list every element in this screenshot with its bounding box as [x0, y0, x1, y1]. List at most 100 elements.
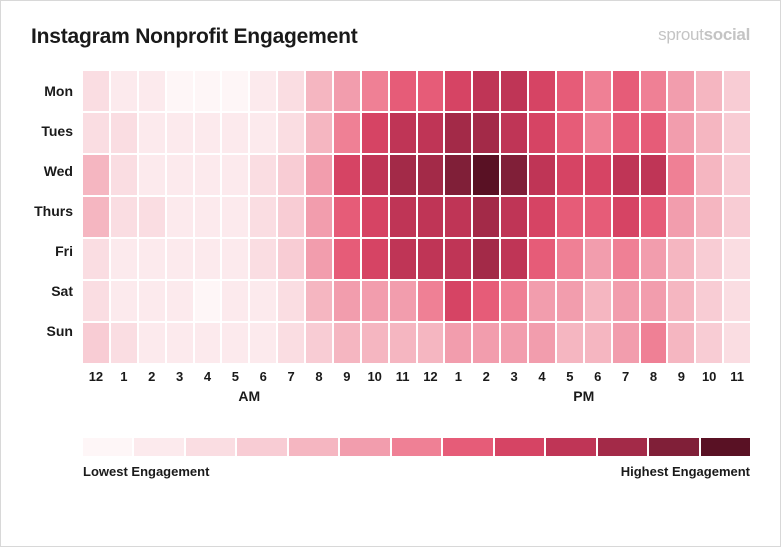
- heatmap-cell: [445, 323, 471, 363]
- x-label: 6: [585, 369, 611, 384]
- heatmap-cell: [362, 239, 388, 279]
- heatmap-cell: [278, 71, 304, 111]
- heatmap-cell: [445, 281, 471, 321]
- heatmap-cell: [418, 281, 444, 321]
- heatmap-cell: [390, 71, 416, 111]
- heatmap-cell: [222, 113, 248, 153]
- heatmap-cell: [473, 113, 499, 153]
- heatmap-cell: [668, 113, 694, 153]
- heatmap-cell: [585, 239, 611, 279]
- brand-logo: sproutsocial: [658, 25, 750, 45]
- x-label: 4: [529, 369, 555, 384]
- x-label: 7: [613, 369, 639, 384]
- heatmap-cell: [418, 197, 444, 237]
- heatmap-cell: [83, 239, 109, 279]
- heatmap-cell: [557, 281, 583, 321]
- heatmap-cell: [390, 323, 416, 363]
- legend-low-label: Lowest Engagement: [83, 464, 209, 479]
- heatmap-cell: [529, 113, 555, 153]
- heatmap-cell: [557, 113, 583, 153]
- legend-swatch: [598, 438, 647, 456]
- heatmap-cell: [390, 281, 416, 321]
- heatmap-cell: [585, 155, 611, 195]
- heatmap-cell: [668, 281, 694, 321]
- heatmap-cell: [278, 155, 304, 195]
- heatmap-cell: [529, 71, 555, 111]
- x-label: 3: [501, 369, 527, 384]
- heatmap-cell: [83, 113, 109, 153]
- heatmap-cell: [250, 71, 276, 111]
- heatmap-cell: [139, 113, 165, 153]
- heatmap-cell: [334, 239, 360, 279]
- x-label: 12: [83, 369, 109, 384]
- heatmap-cell: [585, 323, 611, 363]
- heatmap-cell: [641, 71, 667, 111]
- heatmap-cell: [613, 323, 639, 363]
- heatmap-cell: [696, 197, 722, 237]
- heatmap-cell: [250, 239, 276, 279]
- heatmap-cell: [250, 323, 276, 363]
- heatmap: MonTuesWedThursFriSatSun: [31, 71, 750, 363]
- heatmap-cell: [306, 155, 332, 195]
- heatmap-cell: [501, 281, 527, 321]
- heatmap-cell: [501, 197, 527, 237]
- heatmap-cell: [111, 239, 137, 279]
- heatmap-cell: [250, 155, 276, 195]
- heatmap-cell: [139, 71, 165, 111]
- heatmap-cell: [724, 71, 750, 111]
- heatmap-cell: [529, 239, 555, 279]
- heatmap-cell: [473, 197, 499, 237]
- heatmap-cell: [501, 155, 527, 195]
- heatmap-cell: [418, 113, 444, 153]
- axis-spacer: [31, 369, 83, 384]
- heatmap-cell: [641, 113, 667, 153]
- heatmap-cell: [139, 239, 165, 279]
- x-label: 10: [696, 369, 722, 384]
- period-am: AM: [83, 388, 416, 404]
- heatmap-cell: [362, 197, 388, 237]
- legend-swatch: [237, 438, 286, 456]
- heatmap-cell: [641, 197, 667, 237]
- heatmap-cell: [445, 113, 471, 153]
- heatmap-cell: [334, 197, 360, 237]
- legend-swatch: [443, 438, 492, 456]
- heatmap-cell: [724, 113, 750, 153]
- x-label: 8: [306, 369, 332, 384]
- y-label: Sat: [31, 271, 83, 311]
- legend-swatch: [392, 438, 441, 456]
- heatmap-cell: [278, 323, 304, 363]
- heatmap-cell: [195, 239, 221, 279]
- legend-labels: Lowest Engagement Highest Engagement: [83, 464, 750, 479]
- heatmap-cell: [641, 155, 667, 195]
- heatmap-cell: [473, 281, 499, 321]
- heatmap-cell: [668, 197, 694, 237]
- heatmap-cell: [83, 197, 109, 237]
- heatmap-cell: [418, 155, 444, 195]
- heatmap-cell: [111, 155, 137, 195]
- heatmap-cell: [724, 197, 750, 237]
- legend-high-label: Highest Engagement: [621, 464, 750, 479]
- heatmap-cell: [83, 281, 109, 321]
- heatmap-cell: [139, 281, 165, 321]
- heatmap-cell: [362, 281, 388, 321]
- heatmap-cell: [696, 113, 722, 153]
- x-axis-labels: 121234567891011121234567891011: [83, 369, 750, 384]
- legend: Lowest Engagement Highest Engagement: [83, 438, 750, 479]
- heatmap-cell: [529, 281, 555, 321]
- heatmap-cell: [445, 197, 471, 237]
- heatmap-cell: [418, 71, 444, 111]
- heatmap-cell: [306, 281, 332, 321]
- heatmap-cell: [696, 323, 722, 363]
- heatmap-cell: [613, 113, 639, 153]
- heatmap-cell: [724, 323, 750, 363]
- y-label: Fri: [31, 231, 83, 271]
- heatmap-cell: [668, 323, 694, 363]
- y-label: Sun: [31, 311, 83, 351]
- heatmap-cell: [306, 71, 332, 111]
- heatmap-cell: [111, 323, 137, 363]
- heatmap-cell: [167, 155, 193, 195]
- x-axis: 121234567891011121234567891011: [31, 369, 750, 384]
- heatmap-cell: [195, 71, 221, 111]
- heatmap-cell: [167, 71, 193, 111]
- y-axis-labels: MonTuesWedThursFriSatSun: [31, 71, 83, 363]
